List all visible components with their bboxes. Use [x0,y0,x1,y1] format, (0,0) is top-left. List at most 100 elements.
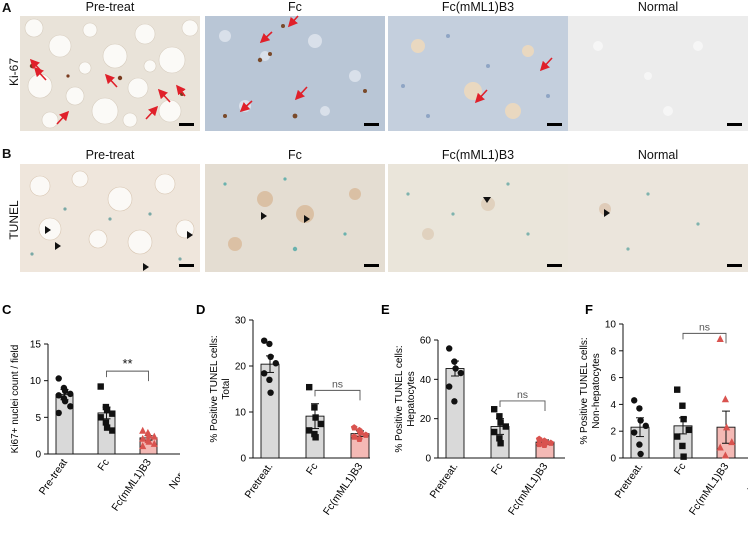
data-point [452,365,459,372]
data-point [680,415,687,423]
y-axis-label: Ki67+ nuclei count / field [10,345,21,454]
y-tick-label: 40 [420,375,432,386]
data-point [267,353,274,360]
y-tick-label: 2 [610,427,616,438]
data-point [67,403,74,410]
y-tick-label: 60 [420,336,432,347]
data-point [636,405,643,412]
data-point [139,426,147,434]
y-tick-label: 4 [610,400,616,411]
chart-c: C 0 5 10 15 Ki67+ nuclei count / field Pre-tre… [2,302,180,513]
data-point [679,402,686,409]
panel-letter: F [585,302,593,317]
arrow-mark [539,57,553,72]
y-axis-label: % Positive TUNEL cells:Hepatocytes [394,345,417,452]
x-tick-label: Fc(mML1)B3 [321,461,366,518]
data-point [272,360,279,367]
arrowhead-mark [483,197,491,203]
micrograph-a-normal [568,16,748,131]
data-point [491,406,498,413]
y-tick-label: 0 [35,450,41,461]
data-point [642,422,649,430]
title-b-pretreat: Pre-treat [85,148,135,162]
data-point [451,358,458,365]
data-point [535,435,543,442]
data-point [97,383,104,390]
data-point [150,432,158,440]
title-a-pretreat: Pre-treat [85,0,135,14]
arrowhead-mark [143,263,149,271]
significance-label: ns [517,389,528,401]
data-point [636,441,643,448]
y-tick-label: 0 [610,454,616,465]
arrow-mark [33,66,47,81]
panel-letter: C [2,302,12,317]
data-point [721,395,729,403]
arrow-mark [157,88,171,103]
significance-bracket [499,400,546,411]
data-point [680,453,687,460]
y-tick-label: 30 [235,316,247,327]
data-point [61,398,69,405]
scale-bar [364,264,379,267]
y-axis-label-line: Hepatocytes [406,371,417,427]
data-point [497,419,504,426]
arrowhead-mark [604,209,610,217]
data-point [685,426,692,434]
scale-bar [547,264,562,267]
data-point [679,442,686,450]
data-point [721,451,729,459]
data-point [497,440,504,447]
y-axis-label-line: % Positive TUNEL cells: [394,345,405,452]
data-point [139,442,147,450]
data-point [357,429,364,436]
title-b-fc: Fc [288,148,302,162]
scale-bar [364,123,379,126]
arrow-mark [104,73,118,88]
y-axis-label-line: % Positive TUNEL cells: [579,337,590,444]
x-tick-label: Pretreat. [428,461,461,501]
panel-letter-a: A [2,0,12,15]
x-tick-label: Normal [167,457,180,492]
arrow-mark [145,105,159,120]
data-point [723,423,731,431]
x-tick-label: Pretreat. [613,461,646,501]
title-b-fcmml1b3: Fc(mML1)B3 [441,148,515,162]
data-point [637,450,644,458]
data-point [317,420,324,428]
y-axis-label-line: Ki67+ nuclei count / field [10,345,21,454]
micrograph-a-fcmml1b3 [388,16,568,131]
data-point [55,392,62,399]
data-point [362,431,370,438]
y-tick-label: 10 [235,408,247,419]
y-axis-label: % Positive TUNEL cells:Total [209,335,232,442]
data-point [103,424,111,431]
scale-bar [727,123,742,126]
data-point [139,434,147,442]
significance-bracket [106,370,149,382]
data-point [145,437,153,445]
data-point [496,435,503,442]
panel-letter: D [196,302,205,317]
data-point [311,430,318,438]
data-point [145,431,153,439]
y-axis-label-line: % Positive TUNEL cells: [209,335,220,442]
title-a-fcmml1b3: Fc(mML1)B3 [441,0,515,14]
micrograph-a-pretreat [20,16,200,131]
data-point [306,383,313,391]
y-axis-label-line: Non-hepatocytes [591,353,602,429]
bar [445,368,465,459]
data-point [102,419,110,426]
data-point [674,386,681,393]
data-point [306,427,313,434]
data-point [547,439,555,446]
arrowhead-mark [45,226,51,234]
scale-bar [727,264,742,267]
data-point [55,409,62,417]
data-point [457,369,464,377]
data-point [55,375,62,382]
data-point [261,337,268,344]
y-axis-label: % Positive TUNEL cells:Non-hepatocytes [579,337,602,444]
data-point [350,424,358,431]
